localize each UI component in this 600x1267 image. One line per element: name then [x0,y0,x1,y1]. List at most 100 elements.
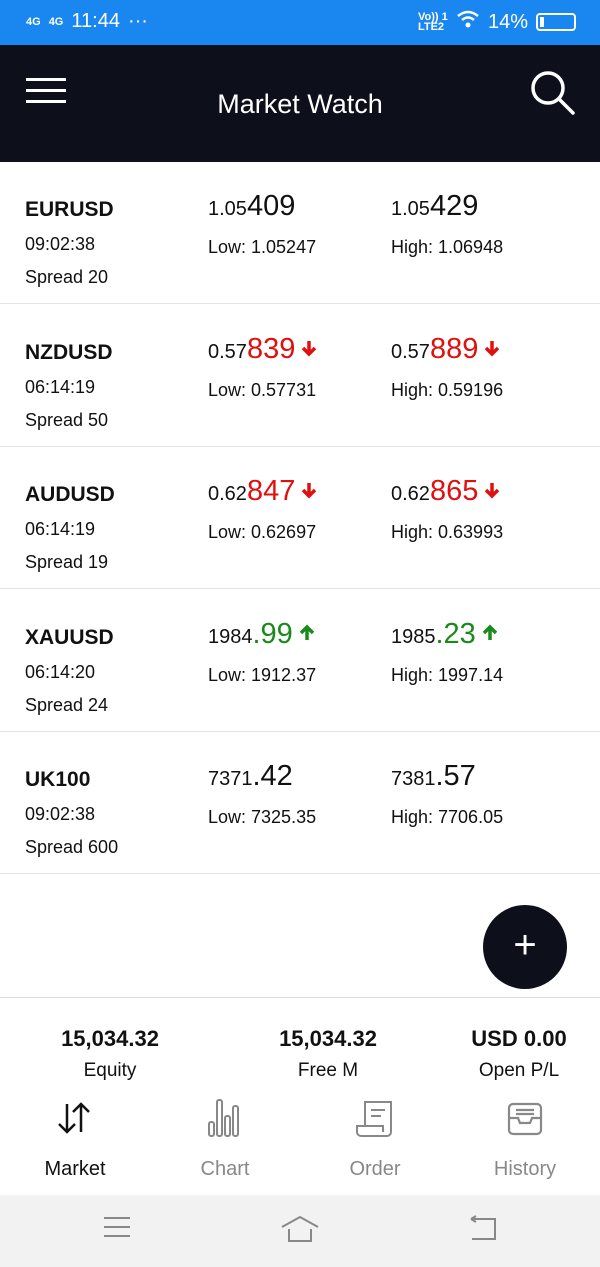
low-price: Low: 0.57731 [208,379,317,400]
bottom-tabs: Market Chart Order History [0,1092,600,1195]
quote-time: 09:02:38 [25,234,96,254]
price-pips: 839 [246,332,296,365]
summary-label: Free M [297,1060,359,1081]
swap-vertical-icon [58,1102,90,1134]
tab-label: History [493,1158,557,1180]
tab-chart[interactable]: Chart [150,1092,300,1181]
price-pips: .23 [435,617,476,650]
symbol-name: EURUSD [25,198,114,221]
arrow-down-icon [302,340,317,356]
summary-value: 15,034.32 [279,1026,377,1051]
account-summary: 15,034.32 Equity 15,034.32 Free M USD 0.00… [0,997,600,1092]
bid-price: 0.57 839 [208,333,319,366]
tab-label: Chart [200,1158,250,1180]
quote-time: 06:14:20 [25,661,96,682]
price-pips: 889 [429,332,479,365]
price-pips: 865 [429,475,479,507]
summary-label: Open P/L [478,1060,560,1081]
tab-market[interactable]: Market [0,1092,150,1181]
price-pips: .99 [252,617,293,650]
volte-icon: Vo)) 1 LTE2 [417,11,448,33]
recent-apps-icon[interactable] [103,1215,131,1244]
symbol-name: UK100 [25,768,91,791]
price-prefix: 0.57 [391,340,430,363]
high-price: High: 7706.05 [391,807,504,827]
status-bar: 4G 4G 11:44 ··· Vo)) 1 LTE2 14% [0,0,600,45]
signal-icon: 4G [48,15,64,28]
spread: Spread 50 [25,409,109,430]
arrow-up-icon [299,624,315,640]
home-icon[interactable] [280,1215,320,1248]
price-prefix: 0.62 [208,483,247,505]
ask-price: 1.05 429 [391,190,478,223]
price-prefix: 7371 [208,768,253,790]
price-prefix: 1984 [208,625,253,648]
low-price: Low: 1.05247 [208,237,317,257]
symbol-row[interactable]: AUDUSD 06:14:19 Spread 19 0.62 847 0.62 86… [0,447,600,589]
ask-price: 7381.57 [391,760,476,793]
receipt-icon [356,1101,392,1137]
low-price: Low: 7325.35 [208,807,317,827]
ask-price: 1985.23 [391,618,500,651]
price-pips: 847 [246,475,296,507]
symbol-row[interactable]: UK100 09:02:38 Spread 600 7371.42 7381.5… [0,732,600,874]
ask-price: 0.62 865 [391,475,502,508]
quote-time: 06:14:19 [25,519,96,539]
summary-value: USD 0.00 [471,1026,567,1051]
inbox-icon [507,1102,543,1136]
spread: Spread 20 [25,267,109,287]
symbol-row[interactable]: NZDUSD 06:14:19 Spread 50 0.57 839 0.57 88… [0,305,600,447]
price-pips: 409 [246,190,296,222]
more-notifications-icon: ··· [127,10,148,32]
price-pips: .42 [252,760,293,792]
bar-chart-icon [208,1099,239,1137]
high-price: High: 1997.14 [391,664,504,685]
symbol-name: NZDUSD [25,340,113,364]
price-prefix: 7381 [391,768,436,790]
arrow-down-icon [485,340,500,356]
low-price: Low: 1912.37 [208,664,317,685]
bid-price: 0.62 847 [208,475,319,508]
arrow-down-icon [302,483,317,499]
summary-equity: 15,034.32 Equity [20,1026,200,1082]
summary-open-pl: USD 0.00 Open P/L [429,1026,600,1082]
summary-label: Equity [83,1060,137,1081]
price-prefix: 1985 [391,625,436,648]
high-price: High: 1.06948 [391,237,504,257]
symbol-row[interactable]: EURUSD 09:02:38 Spread 20 1.05 409 1.05 42… [0,162,600,304]
back-icon[interactable] [468,1215,498,1246]
spread: Spread 600 [25,837,119,857]
arrow-down-icon [485,483,500,499]
app-header: Market Watch [0,45,600,162]
bid-price: 1984.99 [208,618,317,651]
battery-percent: 14% [487,10,528,33]
tab-label: Market [44,1158,106,1180]
high-price: High: 0.59196 [391,379,504,400]
arrow-up-icon [482,624,498,640]
summary-value: 15,034.32 [61,1026,159,1051]
price-prefix: 1.05 [208,198,247,220]
wifi-icon [456,10,480,34]
symbol-row[interactable]: XAUUSD 06:14:20 Spread 24 1984.99 1985.2… [0,590,600,732]
search-icon[interactable] [528,69,576,122]
symbol-name: AUDUSD [25,483,115,506]
signal-icon: 4G [26,15,41,28]
bid-price: 1.05 409 [208,190,295,223]
price-prefix: 1.05 [391,198,430,220]
tab-history[interactable]: History [450,1092,600,1181]
menu-icon[interactable] [26,78,66,104]
spread: Spread 19 [25,552,109,572]
symbol-name: XAUUSD [25,625,114,649]
low-price: Low: 0.62697 [208,522,317,542]
price-prefix: 0.57 [208,340,247,363]
status-time: 11:44 [71,10,120,32]
tab-order[interactable]: Order [300,1092,450,1181]
price-pips: .57 [435,760,476,792]
tab-label: Order [349,1158,401,1180]
system-nav-bar [0,1195,600,1267]
ask-price: 0.57 889 [391,333,502,366]
quote-time: 06:14:19 [25,376,96,397]
price-pips: 429 [429,190,479,222]
add-symbol-button[interactable]: + [483,905,567,989]
price-prefix: 0.62 [391,483,430,505]
